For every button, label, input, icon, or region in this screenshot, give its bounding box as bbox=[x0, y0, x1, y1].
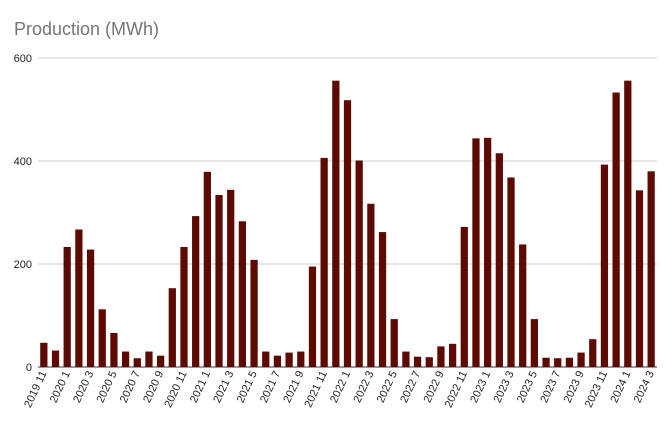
x-tick-label: 2023 5 bbox=[515, 369, 540, 405]
bar bbox=[589, 339, 597, 367]
bar bbox=[332, 80, 340, 367]
x-tick-label: 2021 3 bbox=[211, 369, 236, 405]
y-tick-label: 200 bbox=[14, 259, 32, 271]
x-tick-label: 2023 1 bbox=[468, 369, 493, 405]
bar bbox=[273, 355, 282, 367]
x-tick-label: 2020 7 bbox=[118, 369, 143, 405]
x-tick-label: 2023 11 bbox=[583, 369, 610, 409]
bar bbox=[75, 229, 83, 367]
x-tick-label: 2023 3 bbox=[492, 369, 517, 405]
bar bbox=[157, 355, 165, 367]
x-tick-label: 2022 7 bbox=[398, 369, 423, 405]
x-tick-label: 2024 1 bbox=[608, 369, 633, 405]
bar bbox=[542, 357, 550, 367]
bar bbox=[378, 232, 387, 367]
bar bbox=[51, 350, 60, 367]
bar bbox=[355, 160, 363, 367]
bar bbox=[519, 244, 527, 367]
x-tick-label: 2020 5 bbox=[95, 369, 120, 405]
bar bbox=[425, 357, 433, 367]
bar bbox=[133, 358, 141, 367]
x-tick-label: 2021 7 bbox=[258, 369, 283, 405]
x-tick-label: 2022 3 bbox=[351, 369, 376, 405]
bar bbox=[600, 164, 609, 367]
bar bbox=[98, 309, 106, 367]
bar bbox=[320, 157, 328, 367]
bar bbox=[624, 80, 632, 367]
bar bbox=[472, 138, 480, 367]
bar bbox=[343, 100, 352, 367]
bar bbox=[168, 288, 176, 367]
bar bbox=[448, 343, 457, 367]
bar bbox=[308, 266, 317, 367]
bar bbox=[612, 92, 620, 367]
bar bbox=[145, 351, 153, 367]
x-tick-label: 2023 7 bbox=[538, 369, 563, 405]
bar bbox=[203, 171, 211, 367]
bar bbox=[285, 352, 293, 367]
bar bbox=[215, 194, 223, 367]
bar bbox=[495, 153, 503, 367]
x-tick-label: 2021 5 bbox=[235, 369, 260, 405]
bar bbox=[180, 247, 188, 367]
bar bbox=[577, 352, 585, 367]
bar bbox=[192, 216, 200, 367]
x-tick-label: 2020 3 bbox=[71, 369, 96, 405]
bar bbox=[530, 319, 538, 367]
x-tick-label: 2019 11 bbox=[22, 369, 49, 409]
bar bbox=[110, 333, 118, 367]
x-tick-label: 2023 9 bbox=[562, 369, 587, 405]
x-tick-label: 2020 1 bbox=[48, 369, 73, 405]
bar bbox=[402, 351, 410, 367]
bar bbox=[121, 351, 130, 367]
x-tick-label: 2021 9 bbox=[281, 369, 306, 405]
bar bbox=[437, 346, 445, 367]
bar bbox=[554, 358, 562, 367]
bar bbox=[40, 342, 48, 367]
bar bbox=[635, 190, 644, 367]
bar bbox=[565, 357, 574, 367]
chart-title: Production (MWh) bbox=[14, 19, 160, 39]
x-tick-label: 2021 1 bbox=[188, 369, 213, 405]
bar bbox=[262, 351, 270, 367]
y-axis-ticks: 0 200 400 600 bbox=[14, 53, 32, 374]
bar bbox=[86, 249, 95, 367]
x-tick-label: 2022 11 bbox=[443, 369, 470, 409]
bar bbox=[250, 259, 258, 367]
x-tick-label: 2022 9 bbox=[422, 369, 447, 405]
x-tick-label: 2024 3 bbox=[632, 369, 657, 405]
bar bbox=[413, 356, 422, 367]
bars bbox=[40, 80, 655, 367]
bar bbox=[647, 171, 655, 367]
y-tick-label: 0 bbox=[26, 362, 32, 374]
bar bbox=[227, 189, 235, 367]
y-tick-label: 400 bbox=[14, 156, 32, 168]
bar bbox=[484, 137, 492, 367]
bar bbox=[460, 226, 468, 367]
x-tick-label: 2020 11 bbox=[162, 369, 189, 409]
x-tick-label: 2022 5 bbox=[375, 369, 400, 405]
bar bbox=[507, 177, 515, 367]
bar bbox=[63, 247, 71, 367]
x-tick-label: 2022 1 bbox=[328, 369, 353, 405]
y-tick-label: 600 bbox=[14, 53, 32, 65]
x-tick-label: 2020 9 bbox=[141, 369, 166, 405]
x-tick-label: 2021 11 bbox=[303, 369, 330, 409]
bar bbox=[367, 203, 375, 367]
bar bbox=[238, 221, 247, 367]
bar bbox=[297, 351, 305, 367]
bar bbox=[390, 319, 398, 367]
